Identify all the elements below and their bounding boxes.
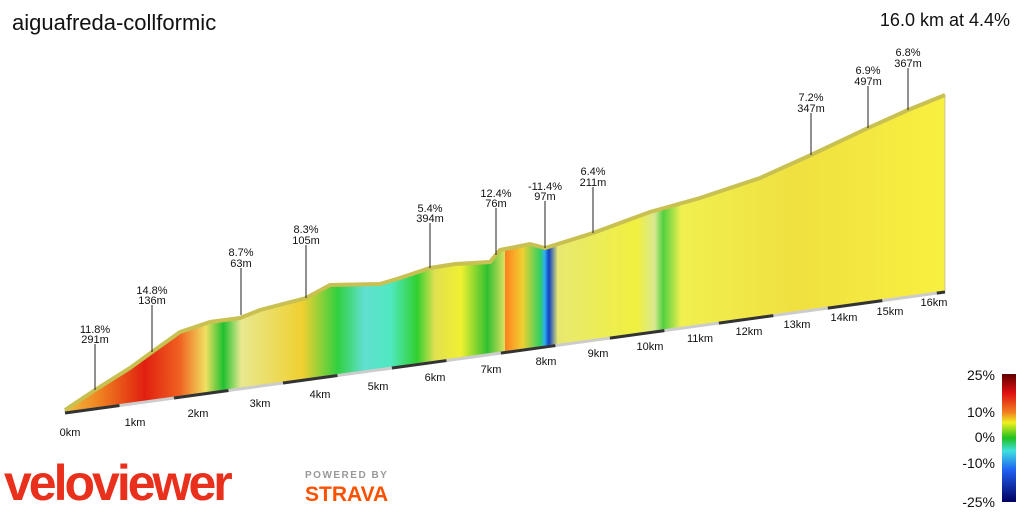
annotation-labels: 11.8% 291m 14.8% 136m 8.7% 63m 8.3% 105m… bbox=[80, 47, 922, 346]
km-label: 11km bbox=[687, 333, 713, 345]
scale-label: -10% bbox=[962, 455, 995, 471]
title: aiguafreda-collformic bbox=[12, 10, 216, 35]
km-label: 6km bbox=[425, 372, 446, 384]
scale-label: -25% bbox=[962, 494, 995, 510]
baseline-ticks bbox=[64, 290, 946, 415]
length: 291m bbox=[81, 334, 109, 346]
length: 347m bbox=[797, 103, 825, 115]
length: 394m bbox=[416, 213, 444, 225]
grade: 6.9% bbox=[855, 65, 880, 77]
scale-labels: 25% 10% 0% -10% -25% bbox=[962, 367, 995, 510]
grade: 14.8% bbox=[136, 285, 167, 297]
km-label: 7km bbox=[481, 364, 502, 376]
km-label: 12km bbox=[736, 326, 763, 338]
grade: 12.4% bbox=[480, 188, 511, 200]
km-label: 14km bbox=[831, 312, 858, 324]
length: 367m bbox=[894, 58, 922, 70]
distance-labels: 0km 1km 2km 3km 4km 5km 6km 7km 8km 9km … bbox=[60, 297, 948, 439]
length: 105m bbox=[292, 235, 320, 247]
length: 211m bbox=[580, 177, 607, 189]
summary: 16.0 km at 4.4% bbox=[880, 10, 1010, 30]
grade: 11.8% bbox=[80, 324, 111, 336]
annotations bbox=[94, 68, 909, 390]
logo-powered: POWERED BY bbox=[305, 470, 388, 481]
km-label: 15km bbox=[877, 306, 904, 318]
profile bbox=[63, 93, 946, 415]
profile-face bbox=[64, 94, 946, 413]
scale-label: 0% bbox=[975, 429, 995, 445]
logo-partner: STRAVA bbox=[305, 483, 388, 506]
km-label: 13km bbox=[784, 319, 811, 331]
km-label: 4km bbox=[310, 389, 331, 401]
length: 497m bbox=[854, 76, 882, 88]
km-label: 5km bbox=[368, 381, 389, 393]
scale-label: 25% bbox=[967, 367, 995, 383]
km-label: 8km bbox=[536, 356, 557, 368]
km-label: 16km bbox=[921, 297, 948, 309]
grade: 5.4% bbox=[417, 203, 442, 215]
length: 76m bbox=[485, 198, 506, 210]
logo-brand: veloviewer bbox=[4, 455, 232, 511]
km-label: 1km bbox=[125, 417, 146, 429]
km-label: 10km bbox=[637, 341, 664, 353]
grade: 6.4% bbox=[580, 166, 605, 178]
grade: 8.3% bbox=[293, 224, 318, 236]
grade: 7.2% bbox=[798, 92, 823, 104]
km-label: 2km bbox=[188, 408, 209, 420]
km-label: 0km bbox=[60, 427, 81, 439]
grade: 6.8% bbox=[895, 47, 920, 59]
length: 97m bbox=[534, 191, 555, 203]
grade: -11.4% bbox=[528, 181, 562, 193]
km-label: 3km bbox=[250, 398, 271, 410]
length: 63m bbox=[230, 258, 251, 270]
grade: 8.7% bbox=[228, 247, 253, 259]
scale-label: 10% bbox=[967, 404, 995, 420]
length: 136m bbox=[138, 295, 166, 307]
color-scale bbox=[1002, 374, 1016, 502]
km-label: 9km bbox=[588, 348, 609, 360]
